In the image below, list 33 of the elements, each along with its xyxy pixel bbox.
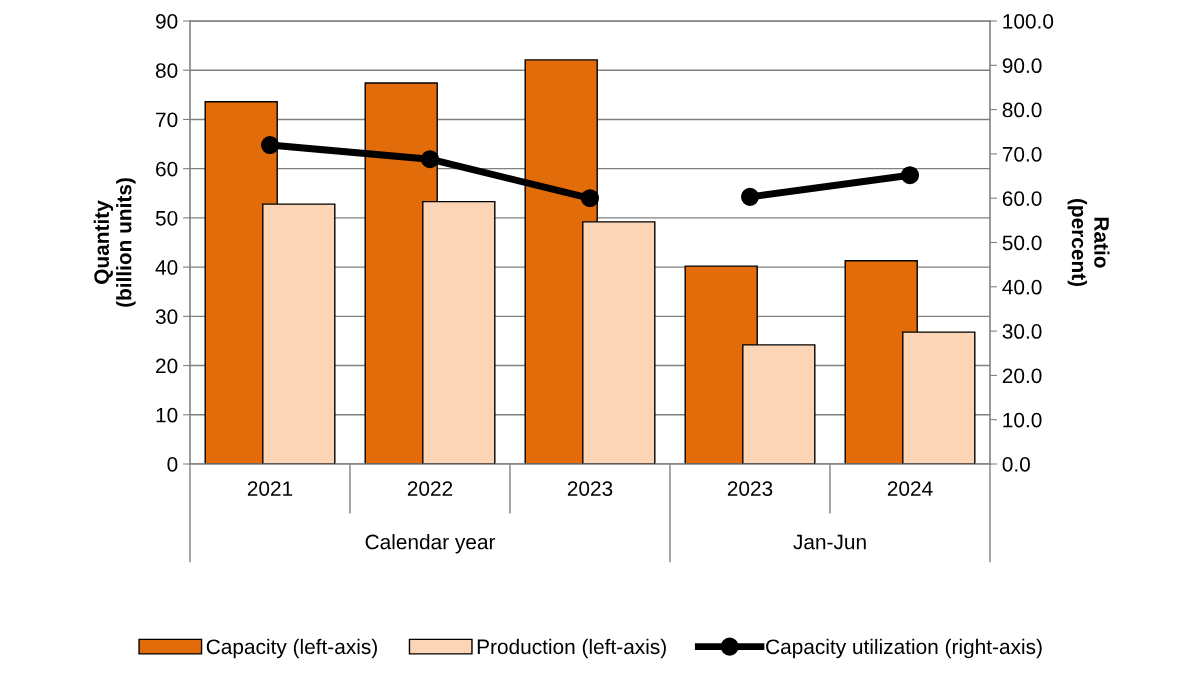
y2-tick-label: 0.0	[1002, 457, 1030, 472]
x-tick-label: 2023	[567, 481, 613, 496]
y-tick-label: 50	[155, 210, 178, 226]
y2-tick-label: 50.0	[1002, 235, 1042, 251]
y-tick-label: 80	[155, 63, 178, 78]
y-tick-label: 30	[155, 309, 178, 325]
y-tick-label: 10	[156, 407, 178, 423]
x-tick-label: 2023	[727, 481, 773, 496]
y-tick-label: 0	[167, 457, 178, 472]
y2-tick-label: 100.0	[1003, 14, 1054, 29]
x-tick-label: 2022	[407, 481, 453, 496]
legend-label: Production (left-axis)	[477, 638, 666, 659]
x-tick-label: 2024	[887, 481, 933, 496]
y-tick-label: 90	[156, 14, 178, 29]
y2-tick-label: 10.0	[1003, 412, 1042, 428]
y2-tick-label: 60.0	[1002, 191, 1042, 206]
y-axis-title: Quantity (billion units)	[93, 178, 136, 307]
y-tick-label: 70	[156, 112, 178, 128]
legend-label: Capacity (left-axis)	[206, 638, 377, 659]
y-tick-label: 60	[156, 161, 178, 177]
y2-tick-label: 70.0	[1002, 146, 1042, 162]
y-tick-label: 20	[156, 358, 178, 374]
y2-tick-label: 20.0	[1002, 368, 1042, 384]
text: Calendar year	[365, 534, 496, 554]
y2-axis-title: Ratio (percent)	[1067, 198, 1110, 287]
y2-tick-label: 90.0	[1002, 58, 1042, 74]
y2-tick-label: 80.0	[1002, 102, 1042, 118]
y2-tick-label: 40.0	[1002, 279, 1042, 295]
y2-tick-label: 30.0	[1002, 324, 1042, 339]
x-tick-label: 2021	[247, 481, 293, 496]
y-tick-label: 40	[155, 260, 178, 275]
text: Jan-Jun	[793, 534, 866, 550]
legend-label: Capacity utilization (right-axis)	[766, 638, 1042, 659]
